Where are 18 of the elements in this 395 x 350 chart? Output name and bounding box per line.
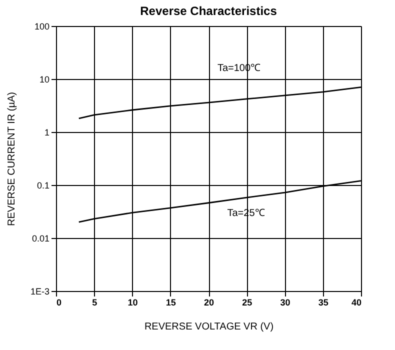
y-tick-label: 0.01: [32, 234, 50, 244]
y-axis-title: REVERSE CURRENT IR (µA): [6, 92, 18, 226]
y-tick-label: 100: [34, 22, 50, 32]
chart-title: Reverse Characteristics: [140, 4, 278, 18]
x-tick-label: 40: [351, 298, 362, 308]
x-tick-label: 5: [92, 298, 98, 308]
x-axis-title: REVERSE VOLTAGE VR (V): [144, 322, 274, 332]
y-tick-label: 1: [44, 128, 50, 138]
x-tick-label: 15: [166, 298, 176, 308]
x-tick-label: 20: [204, 298, 214, 308]
x-tick-label: 30: [280, 298, 290, 308]
y-tick-label: 0.1: [36, 180, 50, 190]
y-tick-label: 1E-3: [30, 286, 50, 296]
x-tick-label: 10: [128, 298, 138, 308]
x-tick-label: 35: [318, 298, 328, 308]
x-tick-label: 25: [242, 298, 252, 308]
x-tick-label: 0: [56, 298, 62, 308]
y-tick-label: 10: [39, 74, 50, 84]
